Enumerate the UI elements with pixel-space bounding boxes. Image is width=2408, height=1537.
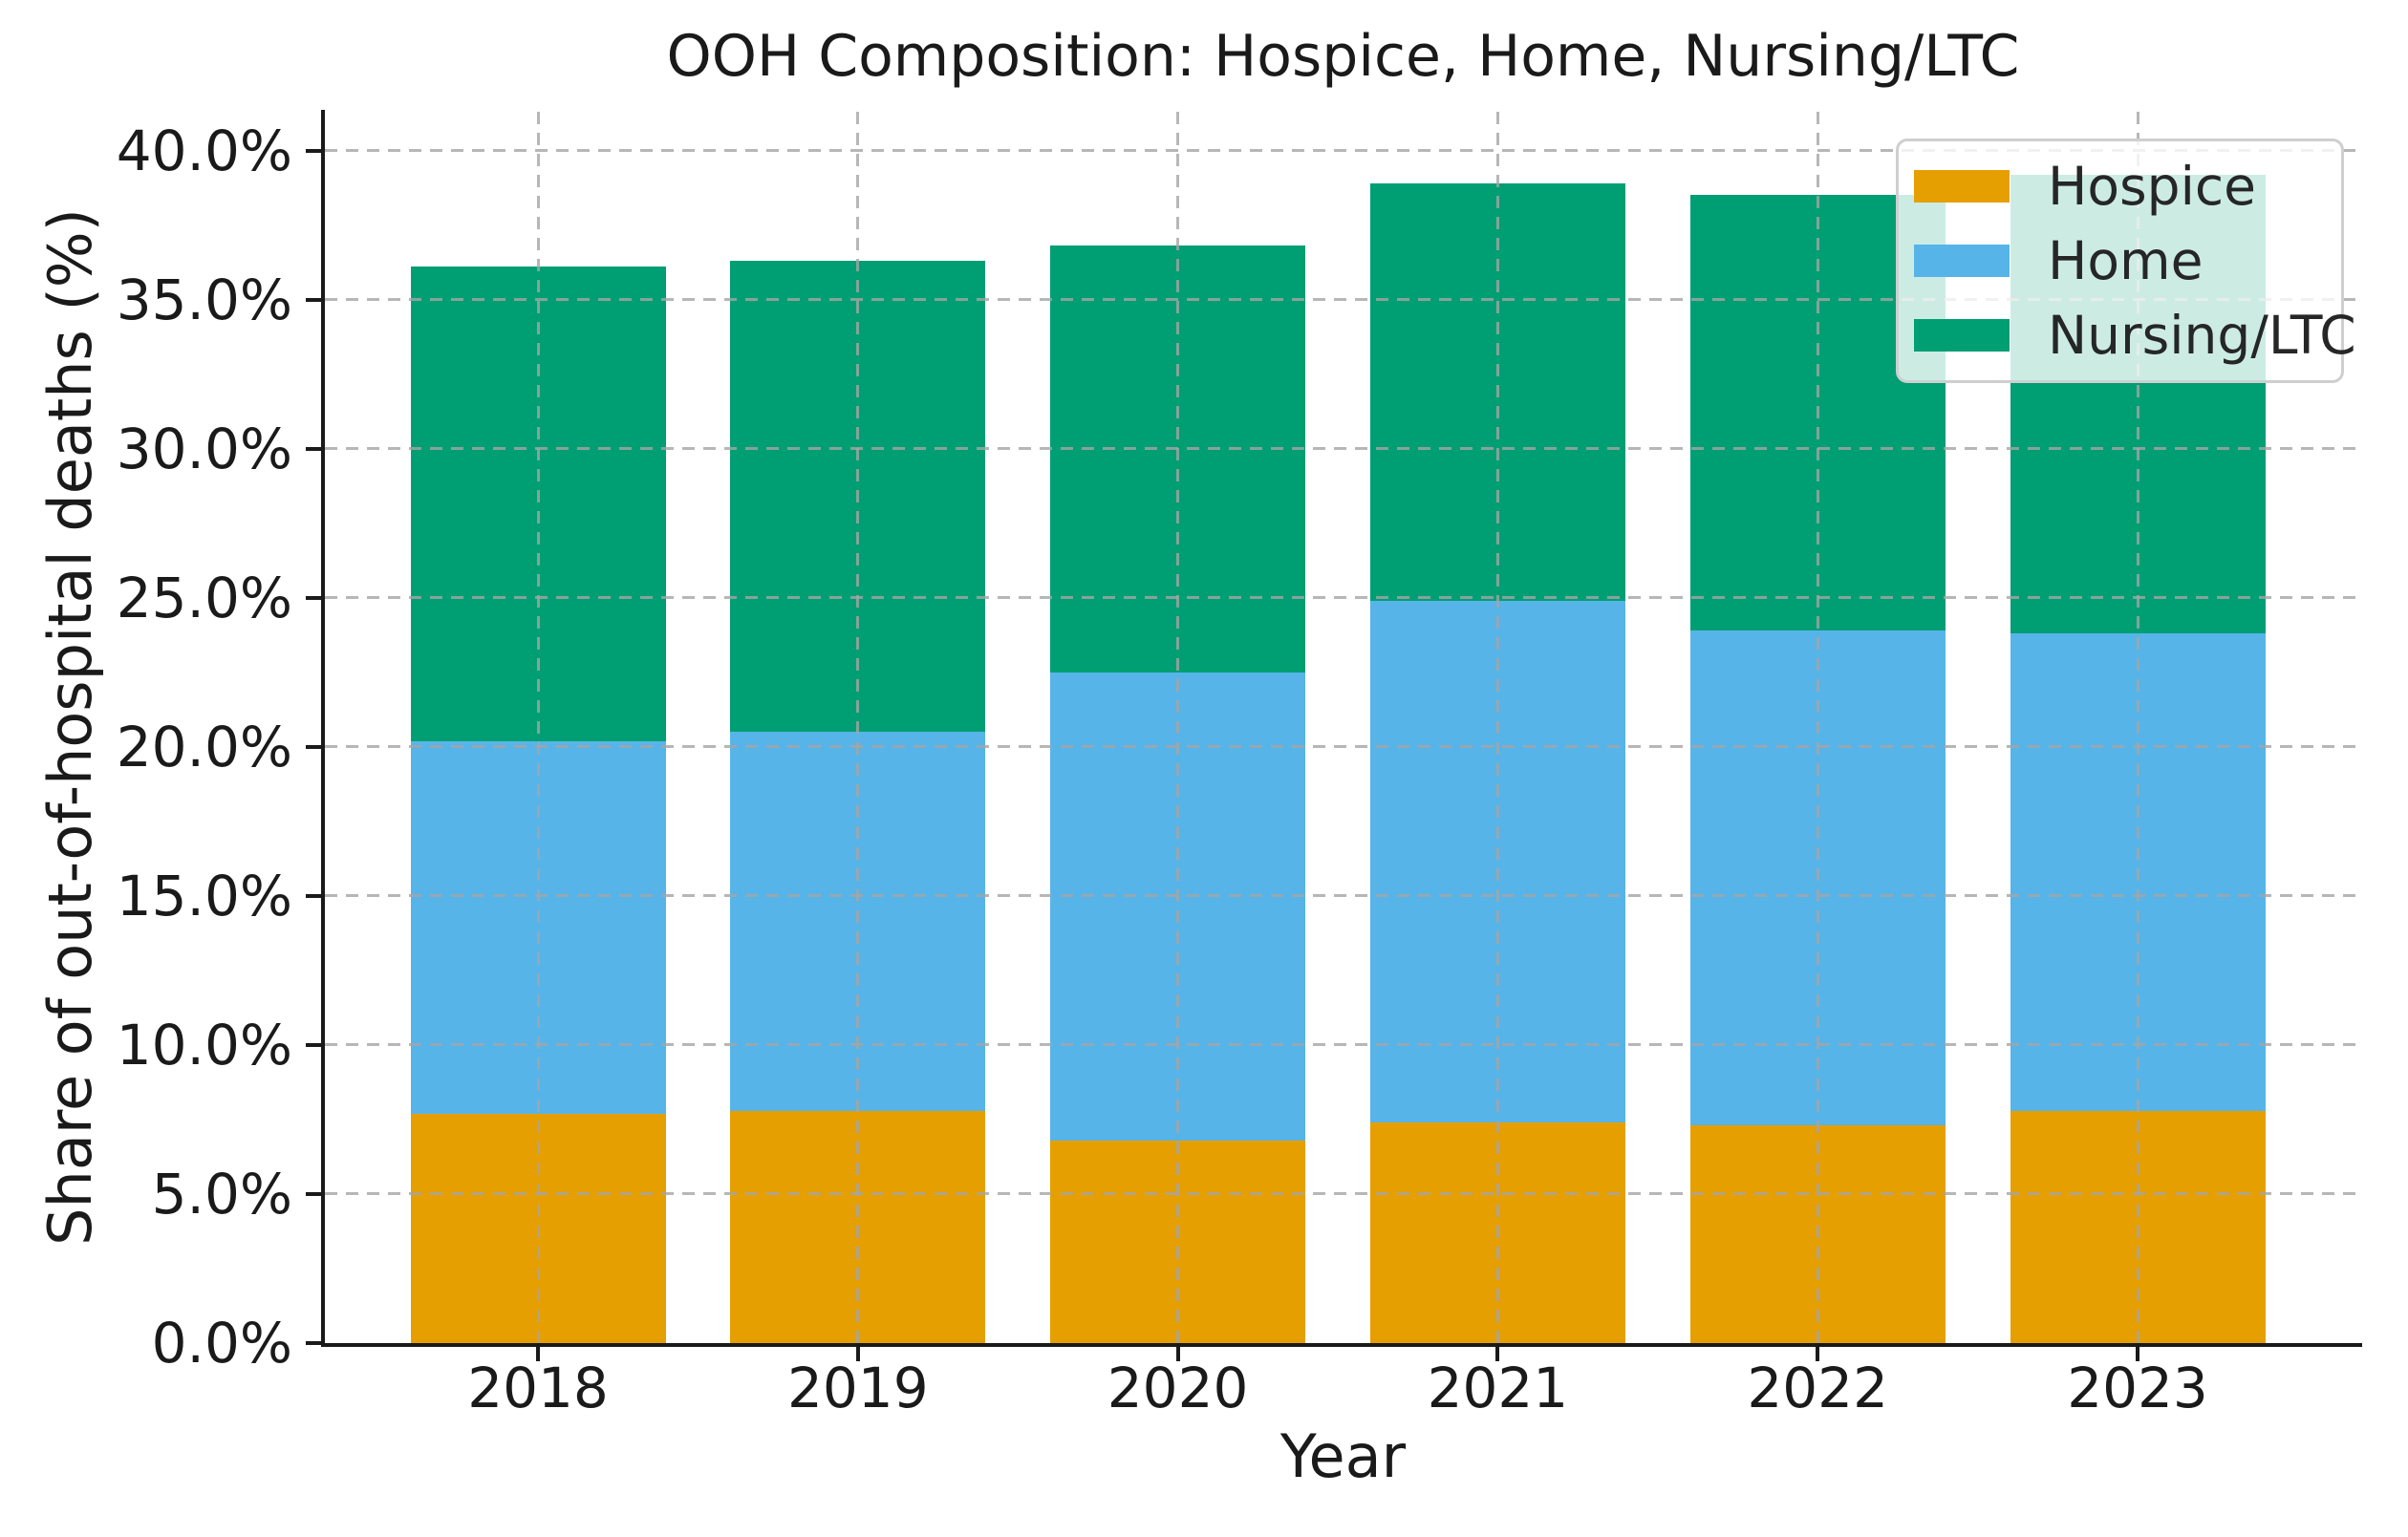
y-tick-mark-35 [306, 297, 325, 302]
legend-row-nursing-ltc: Nursing/LTC [1914, 307, 2356, 364]
x-axis-spine [321, 1343, 2362, 1347]
gridline-horizontal-40 [325, 149, 2361, 153]
legend-label: Hospice [2048, 156, 2256, 217]
legend-label: Nursing/LTC [2048, 305, 2356, 366]
y-tick-label-30: 30.0% [116, 416, 292, 481]
y-tick-label-15: 15.0% [116, 863, 292, 929]
y-tick-mark-20 [306, 744, 325, 749]
gridline-horizontal-35 [325, 298, 2361, 302]
legend-swatch-icon [1914, 245, 2010, 277]
gridline-horizontal-15 [325, 894, 2361, 898]
y-tick-label-35: 35.0% [116, 267, 292, 332]
y-tick-label-25: 25.0% [116, 565, 292, 630]
x-axis-label: Year [1279, 1421, 1407, 1491]
gridline-vertical-2018 [536, 112, 540, 1343]
x-tick-mark-2022 [1816, 1344, 1820, 1361]
gridline-vertical-2023 [2136, 112, 2139, 1343]
gridline-vertical-2020 [1176, 112, 1180, 1343]
legend-row-home: Home [1914, 232, 2341, 289]
gridline-horizontal-30 [325, 447, 2361, 451]
x-tick-mark-2023 [2136, 1344, 2139, 1361]
gridline-vertical-2022 [1816, 112, 1819, 1343]
y-tick-mark-0 [306, 1341, 325, 1345]
x-tick-label-2023: 2023 [2067, 1356, 2208, 1420]
x-tick-mark-2020 [1175, 1344, 1180, 1361]
y-tick-mark-25 [306, 595, 325, 600]
legend-label: Home [2048, 230, 2204, 291]
x-tick-mark-2019 [855, 1344, 860, 1361]
legend-swatch-icon [1914, 319, 2010, 352]
gridline-horizontal-10 [325, 1043, 2361, 1047]
y-axis-label: Share of out-of-hospital deaths (%) [35, 208, 105, 1246]
x-tick-label-2022: 2022 [1747, 1356, 1888, 1420]
gridline-vertical-2021 [1495, 112, 1499, 1343]
gridline-horizontal-20 [325, 745, 2361, 749]
x-tick-mark-2021 [1495, 1344, 1500, 1361]
y-tick-label-0: 0.0% [151, 1311, 292, 1376]
y-tick-label-5: 5.0% [151, 1161, 292, 1227]
x-tick-label-2018: 2018 [467, 1356, 609, 1420]
x-tick-label-2020: 2020 [1107, 1356, 1249, 1420]
gridline-vertical-2019 [856, 112, 860, 1343]
legend: Hospice Home Nursing/LTC [1896, 139, 2356, 383]
y-axis-spine [321, 110, 325, 1345]
y-tick-label-40: 40.0% [116, 117, 292, 183]
y-tick-mark-15 [306, 893, 325, 898]
y-tick-mark-30 [306, 446, 325, 451]
legend-swatch-icon [1914, 170, 2010, 203]
y-tick-mark-10 [306, 1042, 325, 1047]
x-tick-mark-2018 [536, 1344, 540, 1361]
plot-area [325, 112, 2361, 1343]
y-tick-mark-40 [306, 148, 325, 153]
y-tick-mark-5 [306, 1191, 325, 1196]
y-tick-label-10: 10.0% [116, 1012, 292, 1078]
y-tick-label-20: 20.0% [116, 714, 292, 779]
legend-row-hospice: Hospice [1914, 158, 2341, 215]
chart-title: OOH Composition: Hospice, Home, Nursing/… [666, 23, 2020, 90]
x-tick-label-2021: 2021 [1427, 1356, 1569, 1420]
gridline-horizontal-25 [325, 596, 2361, 600]
gridline-horizontal-5 [325, 1192, 2361, 1196]
x-tick-label-2019: 2019 [786, 1356, 929, 1420]
